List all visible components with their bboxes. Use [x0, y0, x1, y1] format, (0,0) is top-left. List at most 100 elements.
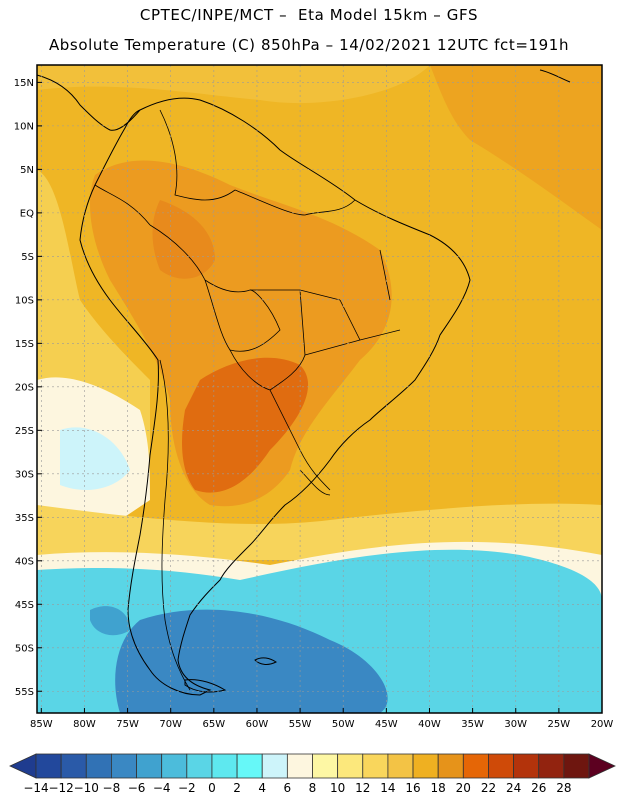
lat-label: 55S: [15, 687, 34, 698]
colorbar-label: 20: [456, 781, 471, 795]
lat-label: 20S: [15, 382, 34, 393]
lon-label: 75W: [116, 719, 139, 730]
colorbar-box: [186, 753, 213, 779]
colorbar-box: [136, 753, 163, 779]
border-argentina-brazil: [269, 389, 331, 491]
colorbar-label: −4: [153, 781, 171, 795]
field-hot-amazon: [152, 200, 215, 279]
colorbar-box: [85, 753, 112, 779]
colorbar-box: [161, 753, 188, 779]
colorbar-box: [513, 753, 540, 779]
colorbar-box: [211, 753, 238, 779]
colorbar-label: 18: [431, 781, 446, 795]
border-argentina-chile: [159, 359, 191, 691]
colorbar-label: 10: [330, 781, 345, 795]
caribbean-island: [539, 69, 571, 83]
lon-label: 70W: [159, 719, 182, 730]
lat-label: 25S: [15, 426, 34, 437]
border-bolivia: [204, 279, 281, 352]
colorbar-label: 8: [309, 781, 317, 795]
field-cold-west: [90, 606, 130, 636]
colorbar-box: [437, 753, 464, 779]
colorbar-label: −10: [74, 781, 99, 795]
latitude-labels: 15N 10N 5N EQ 5S 10S 15S 20S 25S 30S 35S 40S 45S 50S 5…: [14, 78, 42, 698]
lat-label: 15S: [15, 339, 34, 350]
colorbar-label: −12: [48, 781, 73, 795]
colorbar-label: −14: [23, 781, 48, 795]
lat-label: 10N: [14, 121, 34, 132]
lat-label: EQ: [20, 208, 34, 219]
colorbar-label: 0: [208, 781, 216, 795]
lat-label: 10S: [15, 295, 34, 306]
colorbar-label: 6: [284, 781, 292, 795]
lon-label: 35W: [461, 719, 484, 730]
colorbar-label: 26: [531, 781, 546, 795]
colorbar-box: [35, 753, 62, 779]
colorbar-box: [337, 753, 364, 779]
colorbar-box: [563, 753, 590, 779]
lon-label: 25W: [548, 719, 571, 730]
colorbar-label: −6: [128, 781, 146, 795]
colorbar-label: 14: [380, 781, 395, 795]
temperature-field: [37, 65, 602, 713]
lon-label: 45W: [375, 719, 398, 730]
colorbar-box: [488, 753, 514, 779]
lat-label: 35S: [15, 513, 34, 524]
colorbar-label: 16: [405, 781, 420, 795]
colorbar: −14 −12 −10 −8 −6 −4 −2 0 2 4 6 8 10 12 14 16 18 20 22 24 26…: [9, 753, 616, 795]
border-peru-brazil: [149, 224, 251, 293]
lat-label: 50S: [15, 643, 34, 654]
lon-label: 85W: [30, 719, 53, 730]
lon-label: 80W: [73, 719, 96, 730]
tierra-del-fuego: [184, 679, 227, 693]
colorbar-label: 22: [481, 781, 496, 795]
lon-label: 50W: [332, 719, 355, 730]
lon-label: 60W: [246, 719, 269, 730]
field-caribbean: [37, 65, 430, 104]
field-hot-core: [182, 357, 309, 493]
colorbar-box: [261, 753, 288, 779]
field-pacific-lightblue: [60, 427, 130, 490]
border-ecuador: [94, 184, 151, 226]
longitude-labels: 85W 80W 75W 70W 65W 60W 55W 50W 45W 40W 35W 30W 25W 2…: [30, 708, 613, 730]
colorbar-label: 24: [506, 781, 521, 795]
colorbar-box: [538, 753, 565, 779]
colorbar-box: [236, 753, 263, 779]
colorbar-label: 28: [556, 781, 571, 795]
lat-label: 40S: [15, 556, 34, 567]
colorbar-box: [412, 753, 439, 779]
colorbar-label: 12: [355, 781, 370, 795]
lon-label: 40W: [418, 719, 441, 730]
lon-label: 30W: [504, 719, 527, 730]
colorbar-box: [60, 753, 87, 779]
colorbar-box: [387, 753, 414, 779]
colorbar-box: [462, 753, 489, 779]
colorbar-label: −8: [103, 781, 121, 795]
colorbar-label: 2: [233, 781, 241, 795]
falklands: [254, 657, 277, 665]
colorbar-box: [286, 753, 313, 779]
lat-label: 30S: [15, 469, 34, 480]
south-america-coast: [79, 97, 471, 696]
colorbar-box: [111, 753, 137, 779]
title-line-2: Absolute Temperature (C) 850hPa – 14/02/…: [48, 36, 570, 54]
lat-label: 5S: [21, 252, 34, 263]
lon-label: 20W: [591, 719, 614, 730]
border-brazil-north: [234, 189, 356, 216]
colorbar-over-triangle: [588, 753, 616, 779]
lon-label: 55W: [289, 719, 312, 730]
colorbar-label: −2: [178, 781, 196, 795]
map-frame: [36, 64, 603, 714]
colorbar-box: [362, 753, 389, 779]
lat-label: 15N: [14, 78, 34, 89]
colorbar-under-triangle: [9, 753, 37, 779]
title-line-1: CPTEC/INPE/MCT – Eta Model 15km – GFS: [139, 6, 479, 24]
border-uruguay: [299, 469, 331, 496]
colorbar-box: [312, 753, 339, 779]
lon-label: 65W: [203, 719, 226, 730]
lat-label: 45S: [15, 600, 34, 611]
colorbar-label: 4: [258, 781, 266, 795]
lat-label: 5N: [20, 165, 34, 176]
border-colombia-venezuela: [159, 109, 236, 201]
